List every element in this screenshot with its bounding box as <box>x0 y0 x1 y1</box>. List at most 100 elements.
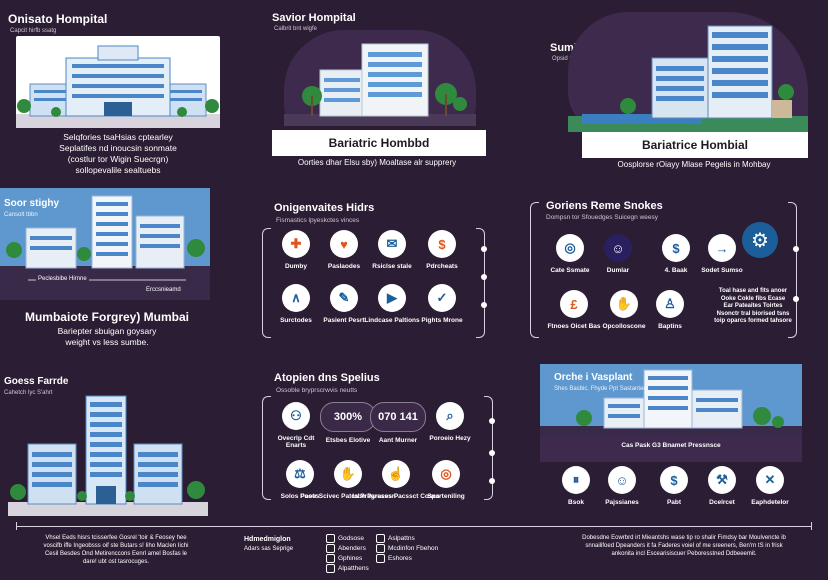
hospital-building-icon <box>8 395 208 516</box>
social-link[interactable]: Abenders <box>326 544 366 553</box>
panel-subtitle: Capcit hirfb ssatg <box>10 28 57 34</box>
target-icon: ◎ <box>432 460 460 488</box>
icon-label: Sodet Sumso <box>701 267 743 274</box>
icon-label: Solos Poses <box>280 493 320 500</box>
banner-card: Bariatrice Hombial <box>582 132 808 158</box>
icon-tile[interactable]: ◎ Sparteniling <box>416 460 476 500</box>
compass-icon: ∧ <box>282 284 310 312</box>
social-label: Gphines <box>338 555 363 562</box>
icon-tile[interactable]: £ Ftnoes Oicet Bas <box>544 290 604 330</box>
currency-icon: £ <box>560 290 588 318</box>
stat-label: Ovecrlp Cdt Enarts <box>277 435 315 449</box>
icon-tile[interactable]: ♙ Baptins <box>640 290 700 330</box>
banner-right-label: Erccsnieamd <box>146 287 181 293</box>
bracket-dot <box>489 478 495 484</box>
icon-tile[interactable]: ◎ Cate Ssmate <box>540 234 600 274</box>
description-line: (costlur tor Wigin Suecrgn) <box>67 154 169 164</box>
video-icon: ▶ <box>378 284 406 312</box>
icon-tile[interactable]: ✚ Dumby <box>266 230 326 270</box>
panel-title: Atopien dns Spelius <box>274 372 380 384</box>
chat-icon <box>376 544 385 553</box>
icon-tile[interactable]: ✋ Opcolloscone <box>594 290 654 330</box>
bracket-left <box>262 228 271 338</box>
gear-icon[interactable]: ⚙ <box>742 222 778 258</box>
bracket-dot <box>481 274 487 280</box>
icon-tile[interactable]: ✕ Eaphdetelor <box>740 466 800 506</box>
social-link[interactable]: Eshores <box>376 554 412 563</box>
bottom-center-panel: Atopien dns Spelius Ossoble bryprscrwvis… <box>262 370 495 516</box>
dollar-icon: $ <box>660 466 688 494</box>
icon-tile[interactable]: ☺ Dumlar <box>588 234 648 274</box>
icon-label: Eaphdetelor <box>751 499 789 506</box>
bracket-dot <box>489 418 495 424</box>
social-label: Aslpattns <box>388 535 415 542</box>
icon-label: Dcelrcet <box>709 499 735 506</box>
banner-image <box>540 364 802 436</box>
note-line: Ear Pateaites Toirtes <box>723 303 783 309</box>
panel-title: Soor stighy <box>4 198 60 209</box>
top-right-panel: Suming Suppiet Opsid Sot t hollabs <box>542 8 822 184</box>
stat-label: Aant Murner <box>378 437 418 444</box>
icon-tile[interactable]: ☝ Iabe Paraces Pacssct Coscs <box>352 460 440 500</box>
footer-left-text: Vhsel Eeds hisrs tcisserfee Gosrel 'toir… <box>16 534 216 566</box>
hospital-building-icon <box>568 25 808 132</box>
social-link[interactable]: Aslpattns <box>376 534 415 543</box>
stat-label: Etsbes Elotive <box>325 437 371 444</box>
icon-tile[interactable]: ✓ Pights Mrone <box>412 284 472 324</box>
panel-title: Onisato Hompital <box>8 12 108 26</box>
icon-label: Paotr Scivec Patcs Pragresssn <box>300 493 396 500</box>
icon-tile[interactable]: $ Pdrcheats <box>412 230 472 270</box>
bracket-right <box>788 202 797 338</box>
ribbon-icon: ♥ <box>330 230 358 258</box>
icon-label: Dumby <box>284 263 308 270</box>
icon-tile[interactable]: ✎ Pasient Pesrt <box>314 284 374 324</box>
icon-label: Iabe Paraces Pacssct Coscs <box>352 493 440 500</box>
hand-icon: ☝ <box>382 460 410 488</box>
icon-label: Dumlar <box>606 267 630 274</box>
icon-label: Pabt <box>666 499 682 506</box>
icon-tile[interactable]: ♥ Paslaodes <box>314 230 374 270</box>
hospital-illustration-blob <box>568 12 808 132</box>
circle-icon <box>326 534 335 543</box>
banner-title: Bariatrice Hombial <box>641 138 749 152</box>
stat-tile: ⌕ Poroeio Hezy <box>422 402 478 442</box>
icon-label: Pights Mrone <box>421 317 463 324</box>
icon-tile[interactable]: ⚖ Solos Poses <box>270 460 330 500</box>
people-icon: ☺ <box>608 466 636 494</box>
people-icon: ☺ <box>604 234 632 262</box>
footer-line: Cesil Besdes Ond Metirenccons Eenrl amel… <box>44 551 188 557</box>
handshake-icon: ✋ <box>610 290 638 318</box>
stage-text: Cas Pask G3 Bnamet Pressnsce <box>621 442 721 449</box>
icon-tile[interactable]: → Sodet Sumso <box>692 234 752 274</box>
envelope-icon: ✉ <box>378 230 406 258</box>
social-link[interactable]: Mcdinfon Fbehon <box>376 544 438 553</box>
footer-tick-left <box>16 522 17 530</box>
hospital-building-icon <box>16 45 220 128</box>
icon-tile[interactable]: ✋ Paotr Scivec Patcs Pragresssn <box>300 460 396 500</box>
panel-subtitle: Ossoble bryprscrwvis neutts <box>276 387 358 394</box>
mid-left-panel: Peclesbibe Hirnne Erccsnieamd Soor stigh… <box>0 188 214 358</box>
icon-tile[interactable]: ⚒ Dcelrcet <box>692 466 752 506</box>
icon-label: Lindcase Paltions <box>364 317 420 324</box>
social-label: Alpatthens <box>338 565 369 572</box>
social-link[interactable]: Godsose <box>326 534 364 543</box>
icon-tile[interactable]: ☺ Pajssianes <box>592 466 652 506</box>
icon-tile[interactable]: ▶ Lindcase Paltions <box>362 284 422 324</box>
stat-tile: 300% Etsbes Elotive <box>320 402 376 444</box>
icon-tile[interactable]: ∧ Surctodes <box>266 284 326 324</box>
icon-tile[interactable]: ⏸ Bsok <box>546 466 606 506</box>
icon-label: Rsiclse stale <box>372 263 412 270</box>
panel-title: Goriens Reme Snokes <box>546 200 663 212</box>
bracket-dot <box>481 246 487 252</box>
panel-subtitle: Shes Basbic. Fhyde Ppt Sastanter <box>554 386 646 392</box>
bracket-left <box>530 202 539 338</box>
icon-tile[interactable]: ✉ Rsiclse stale <box>362 230 422 270</box>
icon-tile[interactable]: $4. Baak <box>646 234 706 274</box>
stage-bar: Cas Pask G3 Bnamet Pressnsce <box>540 436 802 462</box>
icon-label: Paslaodes <box>327 263 361 270</box>
social-link[interactable]: Gphines <box>326 554 362 563</box>
icon-tile[interactable]: $ Pabt <box>644 466 704 506</box>
social-link[interactable]: Alpatthens <box>326 564 369 573</box>
side-note: Toal hase and fits anoer Ooke Cokle fibs… <box>714 288 792 326</box>
bracket-dot <box>489 450 495 456</box>
